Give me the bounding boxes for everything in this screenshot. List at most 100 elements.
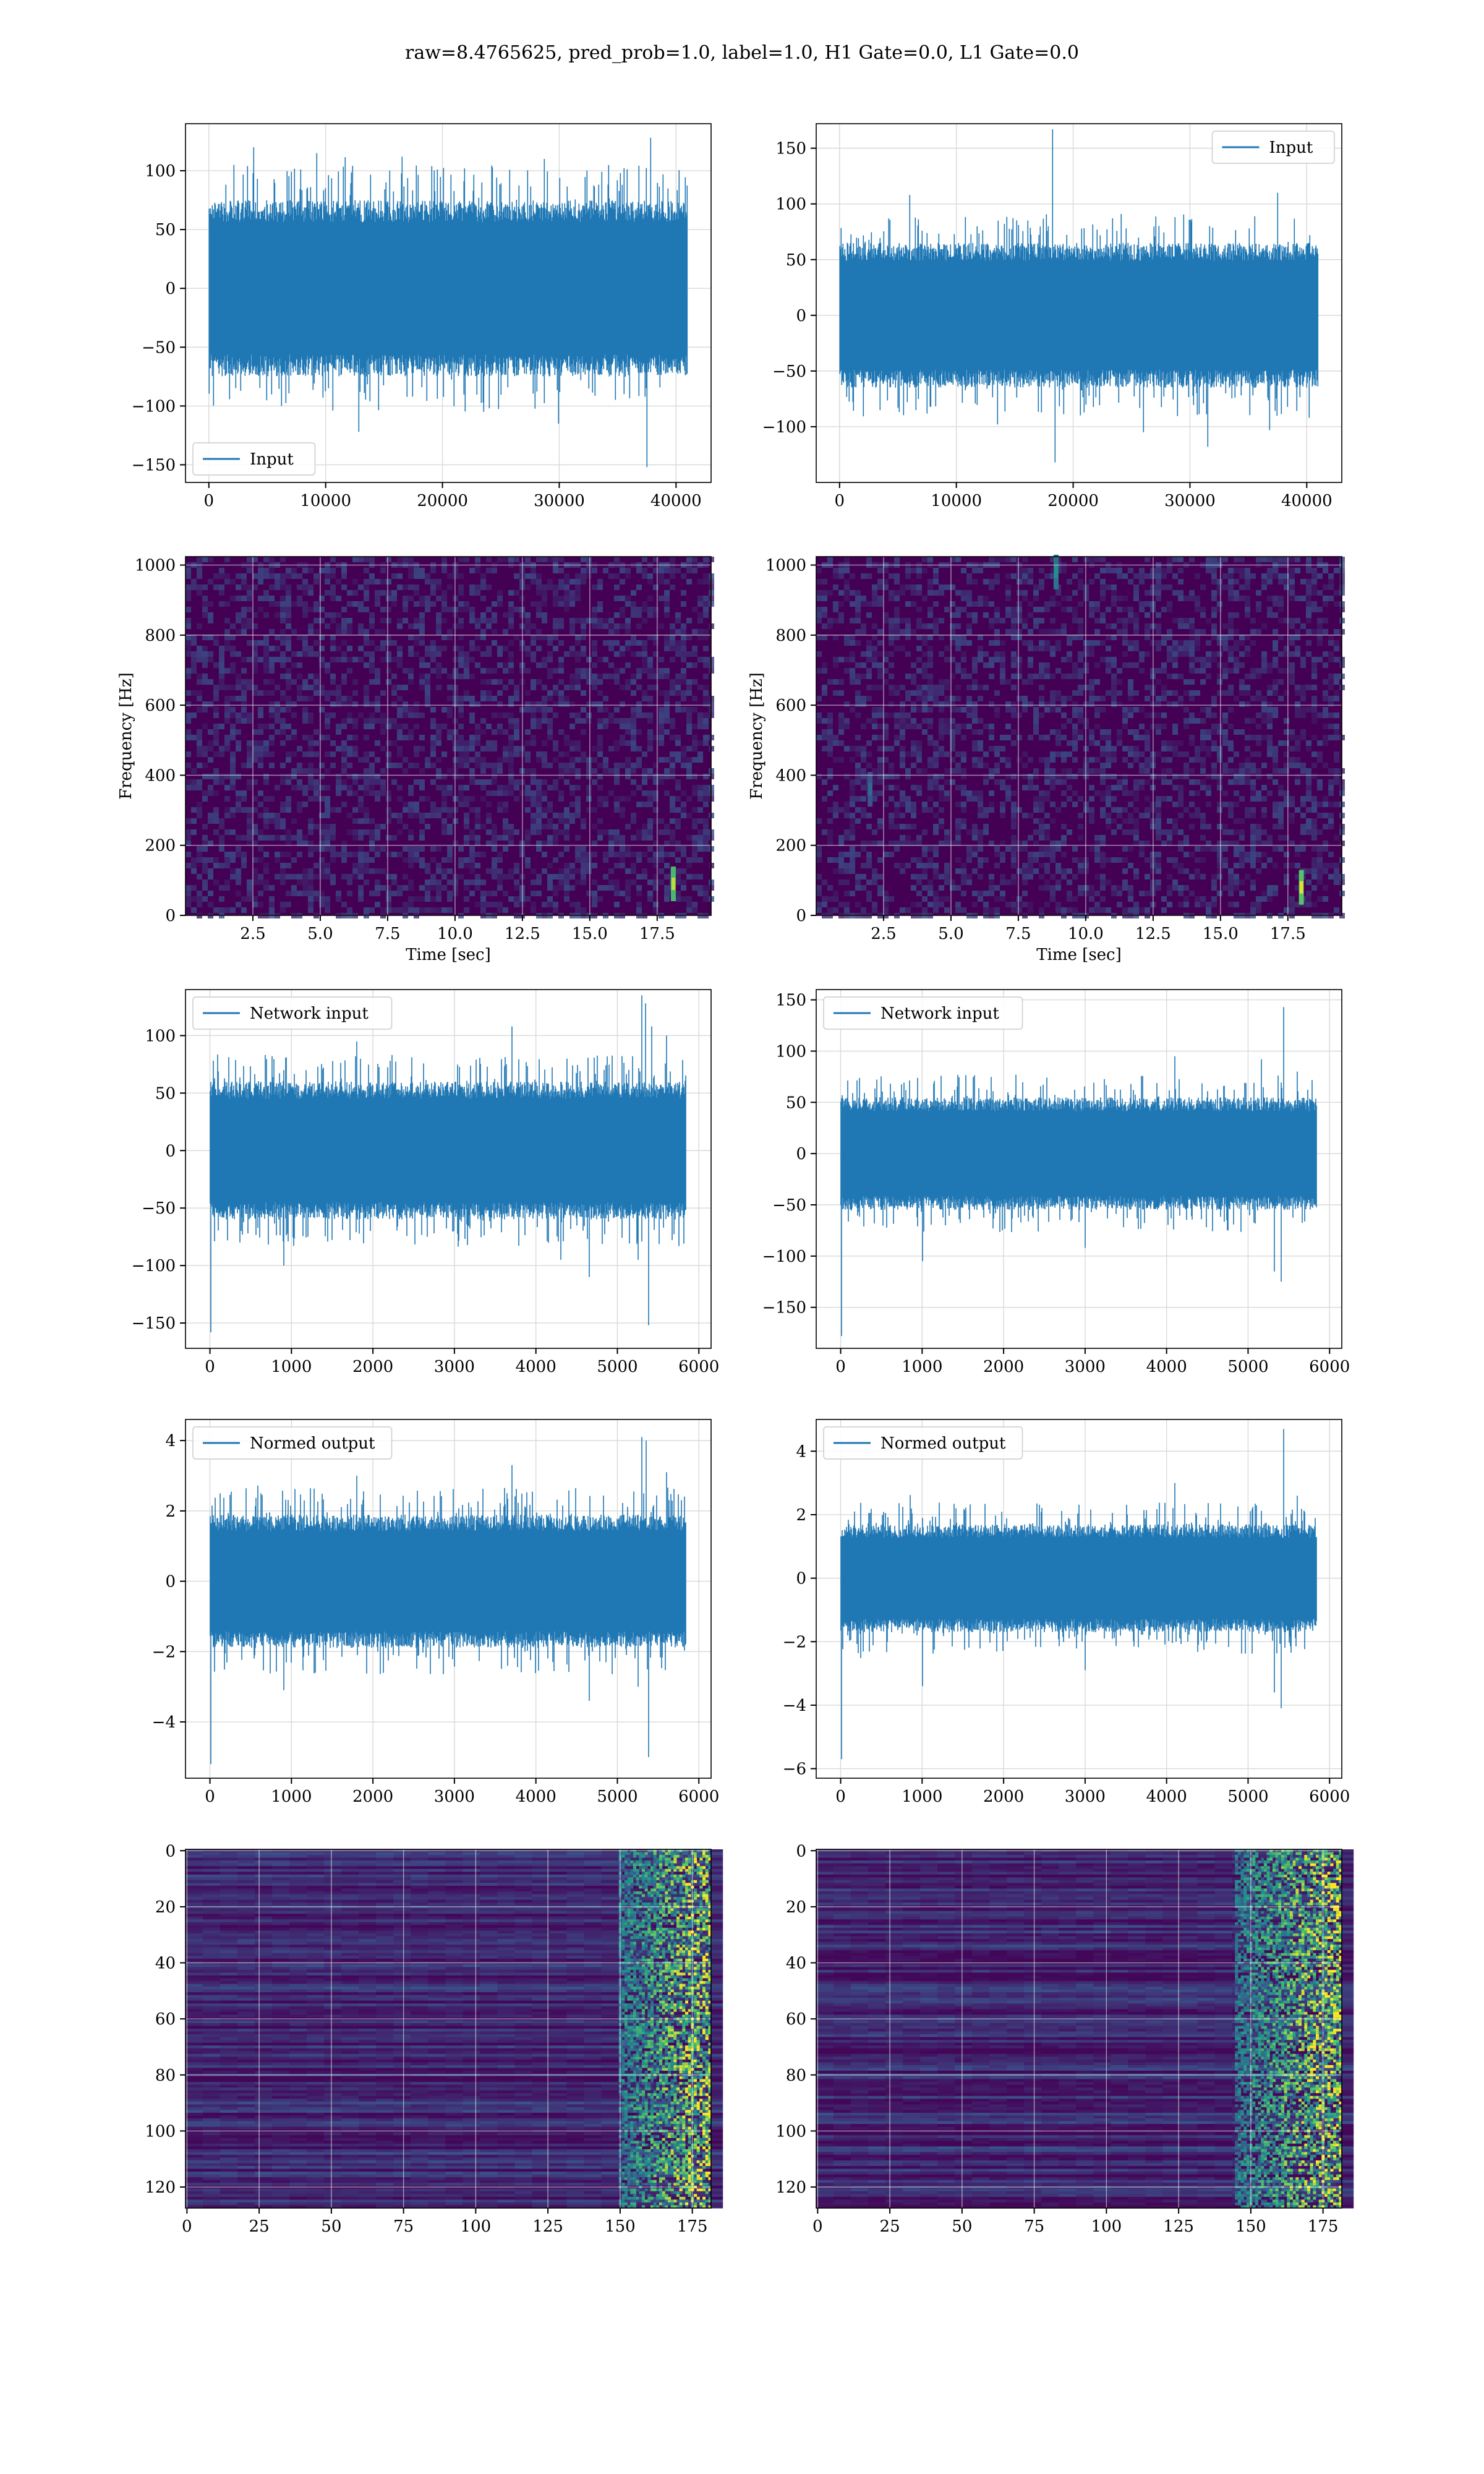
legend: Input (192, 442, 316, 476)
panel-features-l1: 0 25 50 75 100 125 150 175 0 20 40 60 80 100 120 (775, 1842, 1354, 2236)
y-tick-label: 800 (145, 627, 176, 645)
y-tick-label: 50 (786, 251, 806, 270)
axes-frame (816, 1419, 1342, 1779)
x-tick-label: 40000 (650, 492, 702, 510)
y-tick-label: −100 (132, 1257, 176, 1275)
y-tick-label: −50 (772, 362, 806, 381)
legend-box (192, 1426, 393, 1460)
y-tick-label: 150 (775, 991, 806, 1010)
x-tick-label: 3000 (434, 1358, 475, 1376)
x-tick-label: 6000 (678, 1787, 719, 1806)
axes-frame (816, 123, 1342, 483)
y-tick-label: −100 (132, 397, 176, 416)
y-tick-label: −2 (152, 1643, 176, 1661)
y-tick-label: 1000 (135, 557, 176, 575)
x-tick-label: 10.0 (1068, 925, 1104, 943)
x-tick-label: 125 (1163, 2217, 1194, 2236)
y-tick-label: 20 (786, 1898, 806, 1917)
y-tick-label: 0 (796, 907, 806, 925)
x-tick-label: 10.0 (437, 925, 473, 943)
y-tick-label: 800 (775, 627, 806, 645)
x-tick-label: 15.0 (1203, 925, 1239, 943)
y-tick-label: 0 (165, 280, 176, 298)
y-tick-label: −100 (762, 1248, 806, 1266)
y-tick-label: 4 (165, 1432, 176, 1450)
x-tick-label: 0 (835, 1787, 846, 1806)
x-tick-label: 7.5 (375, 925, 400, 943)
x-tick-label: 6000 (1309, 1358, 1350, 1376)
legend-box (823, 1426, 1023, 1460)
y-tick-label: −150 (132, 1314, 176, 1333)
x-tick-label: 10000 (300, 492, 351, 510)
y-tick-label: 0 (165, 1842, 176, 1860)
x-tick-label: 17.5 (639, 925, 675, 943)
x-tick-label: 3000 (1065, 1358, 1106, 1376)
y-tick-label: 120 (145, 2178, 176, 2197)
x-tick-label: 0 (205, 1358, 215, 1376)
x-tick-label: 3000 (434, 1787, 475, 1806)
series-line (210, 995, 686, 1332)
legend: Network input (823, 996, 1023, 1030)
panel-input-h1: 0 10000 20000 30000 40000 −150 −100 −50 0 50 100 In… (132, 123, 712, 510)
legend: Network input (192, 996, 393, 1030)
signal-hotspot-peak (671, 878, 675, 891)
x-tick-label: 12.5 (505, 925, 540, 943)
y-tick-label: −4 (152, 1713, 176, 1732)
y-tick-label: 60 (155, 2010, 176, 2029)
panel-network-l1: 0 1000 2000 3000 4000 5000 6000 −150 −100 −50 0 50 1… (762, 989, 1350, 1376)
x-tick-label: 6000 (1309, 1787, 1350, 1806)
signal-hotspot-peak (1299, 881, 1303, 894)
x-tick-label: 17.5 (1270, 925, 1306, 943)
axes-frame (816, 556, 1342, 916)
y-tick-label: 50 (155, 221, 176, 239)
legend-box (192, 442, 316, 476)
axes-frame (185, 123, 712, 483)
x-axis-label: Time [sec] (1036, 946, 1122, 964)
y-tick-label: −6 (783, 1760, 806, 1779)
heatmap-texture (186, 1849, 723, 2209)
x-tick-label: 40000 (1281, 492, 1333, 510)
x-tick-label: 0 (835, 1358, 846, 1376)
y-tick-label: 0 (796, 1842, 806, 1860)
y-tick-label: −2 (783, 1633, 806, 1651)
axes-frame (185, 1849, 712, 2209)
x-tick-label: 25 (880, 2217, 900, 2236)
legend-box (192, 996, 393, 1030)
x-tick-label: 5000 (1227, 1358, 1268, 1376)
y-tick-label: 2 (796, 1506, 806, 1525)
legend-label: Normed output (250, 1434, 375, 1453)
x-tick-label: 30000 (534, 492, 585, 510)
legend: Input (1211, 131, 1335, 164)
x-tick-label: 2000 (983, 1787, 1024, 1806)
x-tick-label: 10000 (931, 492, 982, 510)
y-tick-label: 40 (155, 1954, 176, 1973)
series-line (839, 129, 1319, 463)
x-tick-label: 0 (812, 2217, 823, 2236)
y-tick-label: 0 (165, 907, 176, 925)
legend-label: Network input (250, 1004, 369, 1023)
axes-frame (185, 1419, 712, 1779)
legend-label: Input (1269, 139, 1313, 157)
y-tick-label: −50 (772, 1196, 806, 1215)
y-tick-label: 100 (145, 1027, 176, 1045)
panel-normed-h1: 0 1000 2000 3000 4000 5000 6000 −4 −2 0 2 4 Normed o… (152, 1419, 719, 1806)
legend: Normed output (192, 1426, 393, 1460)
x-tick-label: 75 (393, 2217, 414, 2236)
x-tick-label: 4000 (1146, 1787, 1187, 1806)
x-tick-label: 7.5 (1005, 925, 1031, 943)
y-tick-label: 50 (155, 1084, 176, 1103)
x-tick-label: 150 (1235, 2217, 1266, 2236)
heatmap-texture (816, 1849, 1354, 2209)
y-tick-label: −100 (762, 418, 806, 437)
signal-hotspot-peak (868, 783, 872, 796)
y-tick-label: 100 (145, 162, 176, 181)
x-tick-label: 6000 (678, 1358, 719, 1376)
legend-label: Network input (881, 1004, 999, 1023)
x-tick-label: 3000 (1065, 1787, 1106, 1806)
series-line (210, 1437, 686, 1765)
y-tick-label: −50 (142, 1199, 176, 1218)
y-tick-label: 200 (145, 837, 176, 855)
panel-normed-l1: 0 1000 2000 3000 4000 5000 6000 −6 −4 −2 0 2 4 Normed… (783, 1419, 1350, 1806)
x-tick-label: 4000 (516, 1358, 556, 1376)
x-tick-label: 4000 (516, 1787, 556, 1806)
